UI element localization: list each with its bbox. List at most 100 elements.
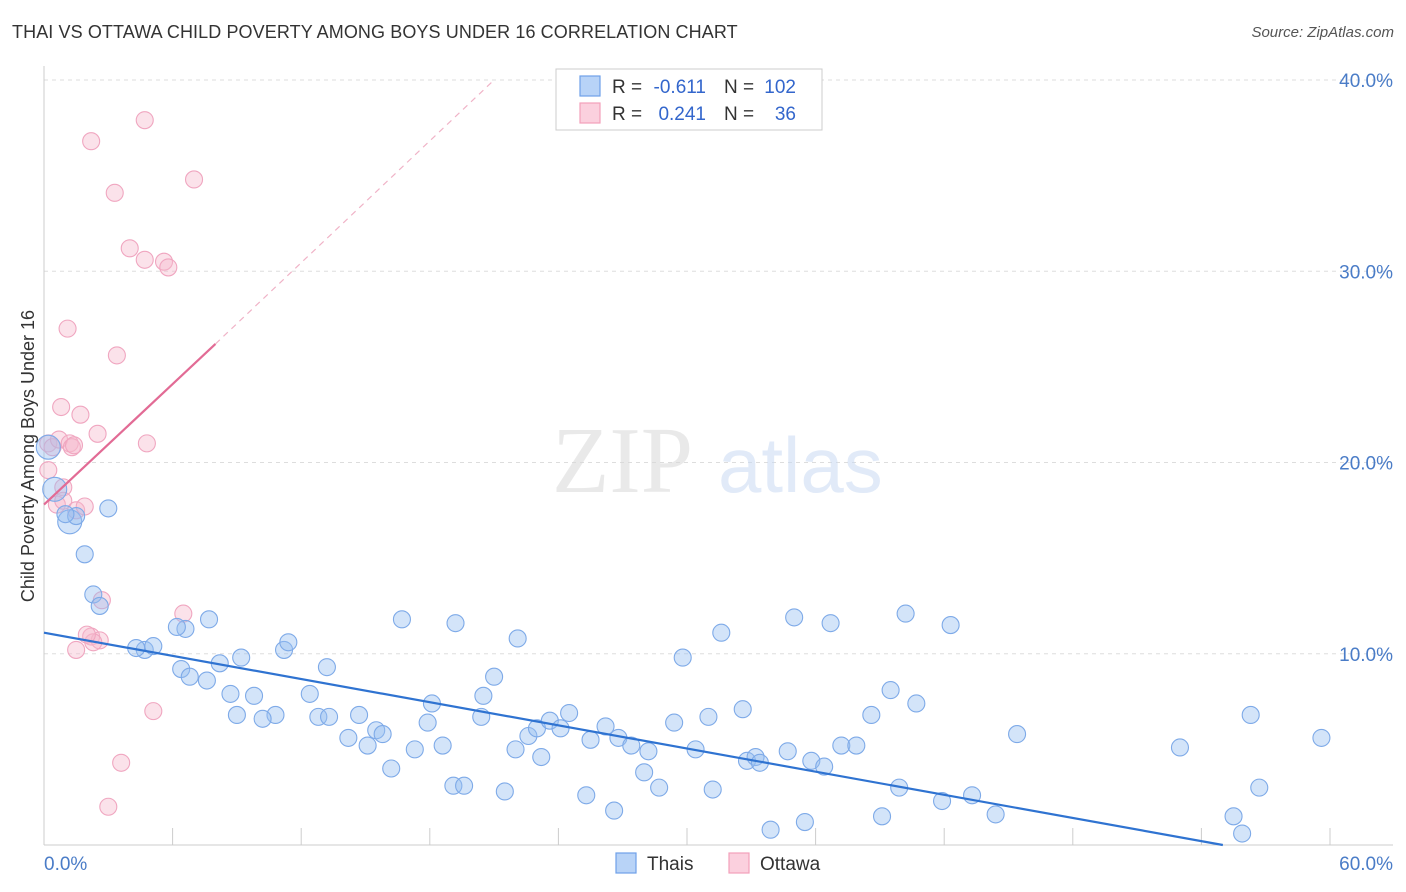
- series-legend: Thais Ottawa: [615, 852, 821, 875]
- thais-point-64: [639, 742, 658, 761]
- thais-point-31: [339, 728, 358, 747]
- stats-legend-r-value-thais: -0.611: [654, 77, 706, 98]
- thais-point-27: [300, 684, 319, 703]
- ottawa-point-27: [159, 258, 178, 277]
- ottawa-point-2: [39, 461, 58, 480]
- thais-point-84: [847, 736, 866, 755]
- thais-point-32: [350, 705, 369, 725]
- thais-trend-line: [43, 631, 1224, 847]
- thais-point-24: [253, 709, 272, 728]
- ottawa-point-32: [144, 702, 163, 721]
- thais-point-18: [180, 667, 199, 686]
- ottawa-point-21: [107, 346, 126, 365]
- ottawa-point-15: [82, 132, 101, 151]
- thais-point-14: [199, 610, 219, 629]
- thais-point-61: [605, 801, 624, 820]
- thais-point-35: [392, 610, 411, 629]
- thais-point-46: [474, 686, 493, 705]
- ottawa-point-30: [112, 753, 131, 772]
- thais-point-38: [405, 740, 424, 759]
- thais-point-92: [941, 616, 960, 635]
- x-tick-label-max: 60.0%: [1339, 854, 1393, 875]
- thais-point-89: [896, 604, 915, 623]
- ottawa-point-24: [135, 111, 154, 130]
- thais-point-77: [778, 742, 797, 761]
- ottawa-point-11: [64, 436, 84, 455]
- series-legend-swatch-ottawa: [728, 852, 750, 874]
- thais-point-8: [90, 596, 109, 615]
- stats-legend-n-value-thais: 102: [764, 77, 796, 98]
- thais-point-28: [309, 707, 328, 726]
- ottawa-trend-extension: [215, 79, 495, 345]
- y-axis-tick-labels: 40.0% 30.0% 20.0% 10.0%: [1339, 71, 1393, 666]
- thais-point-39: [418, 713, 437, 732]
- ottawa-trend-line: [43, 343, 217, 506]
- y-tick-label-20: 20.0%: [1339, 454, 1393, 475]
- stats-legend-swatch-thais: [579, 75, 601, 97]
- series-thais: [35, 434, 1331, 843]
- thais-point-43: [444, 776, 463, 795]
- stats-legend-r-value-ottawa: 0.241: [658, 104, 706, 125]
- thais-point-44: [455, 776, 474, 795]
- thais-point-5: [99, 499, 118, 518]
- thais-point-6: [75, 545, 94, 564]
- stats-legend-r-label-ottawa: R =: [612, 104, 642, 125]
- ottawa-point-7: [52, 397, 71, 417]
- y-tick-label-40: 40.0%: [1339, 71, 1393, 92]
- x-axis-ticks: [43, 828, 1331, 845]
- series-legend-label-thais: Thais: [647, 854, 693, 875]
- x-tick-label-min: 0.0%: [44, 854, 87, 875]
- thais-point-41: [433, 736, 452, 755]
- thais-point-57: [577, 786, 596, 805]
- thais-point-4: [56, 505, 75, 524]
- thais-point-70: [703, 780, 722, 799]
- watermark-atlas: atlas: [718, 421, 883, 509]
- thais-point-17: [197, 671, 216, 690]
- thais-point-48: [495, 782, 514, 801]
- thais-point-7: [84, 585, 103, 604]
- thais-point-19: [221, 684, 240, 703]
- thais-point-37: [382, 759, 401, 778]
- stats-legend-r-label-thais: R =: [612, 77, 642, 98]
- thais-point-82: [821, 614, 840, 633]
- thais-point-81: [815, 757, 834, 776]
- ottawa-point-8: [58, 319, 77, 338]
- ottawa-point-33: [67, 640, 86, 659]
- thais-point-72: [733, 700, 752, 719]
- stats-legend: R = -0.611 N = 102 R = 0.241 N = 36: [555, 68, 823, 131]
- y-tick-label-30: 30.0%: [1339, 262, 1393, 283]
- thais-point-71: [712, 623, 731, 642]
- chart-title: THAI VS OTTAWA CHILD POVERTY AMONG BOYS …: [12, 22, 738, 42]
- thais-point-50: [508, 629, 527, 648]
- thais-point-78: [785, 608, 804, 627]
- thais-point-21: [227, 705, 246, 725]
- stats-legend-n-label-thais: N =: [724, 77, 754, 98]
- thais-point-1: [42, 476, 68, 502]
- thais-point-83: [832, 736, 851, 755]
- watermark-zip: ZIP: [552, 409, 693, 513]
- trend-lines: [43, 79, 1224, 847]
- thais-point-42: [446, 614, 465, 633]
- thais-point-22: [232, 648, 251, 667]
- thais-point-63: [635, 763, 654, 782]
- thais-point-65: [650, 778, 669, 797]
- stats-legend-n-value-ottawa: 36: [775, 104, 796, 125]
- thais-point-76: [761, 820, 780, 839]
- thais-point-29: [320, 707, 339, 726]
- ottawa-point-20: [105, 183, 124, 202]
- thais-point-30: [317, 658, 336, 677]
- thais-point-100: [1312, 728, 1331, 747]
- thais-point-94: [986, 805, 1005, 824]
- gridlines: [44, 79, 1393, 655]
- ottawa-point-1: [43, 438, 62, 457]
- thais-point-95: [1008, 725, 1027, 744]
- thais-point-98: [1241, 705, 1260, 725]
- thais-point-47: [485, 667, 504, 686]
- ottawa-point-22: [120, 239, 139, 258]
- thais-point-33: [358, 736, 377, 755]
- thais-point-79: [795, 812, 814, 832]
- thais-point-97: [1224, 807, 1243, 826]
- thais-point-91: [933, 791, 952, 811]
- thais-point-101: [1233, 824, 1252, 843]
- watermark: ZIP atlas: [552, 409, 883, 513]
